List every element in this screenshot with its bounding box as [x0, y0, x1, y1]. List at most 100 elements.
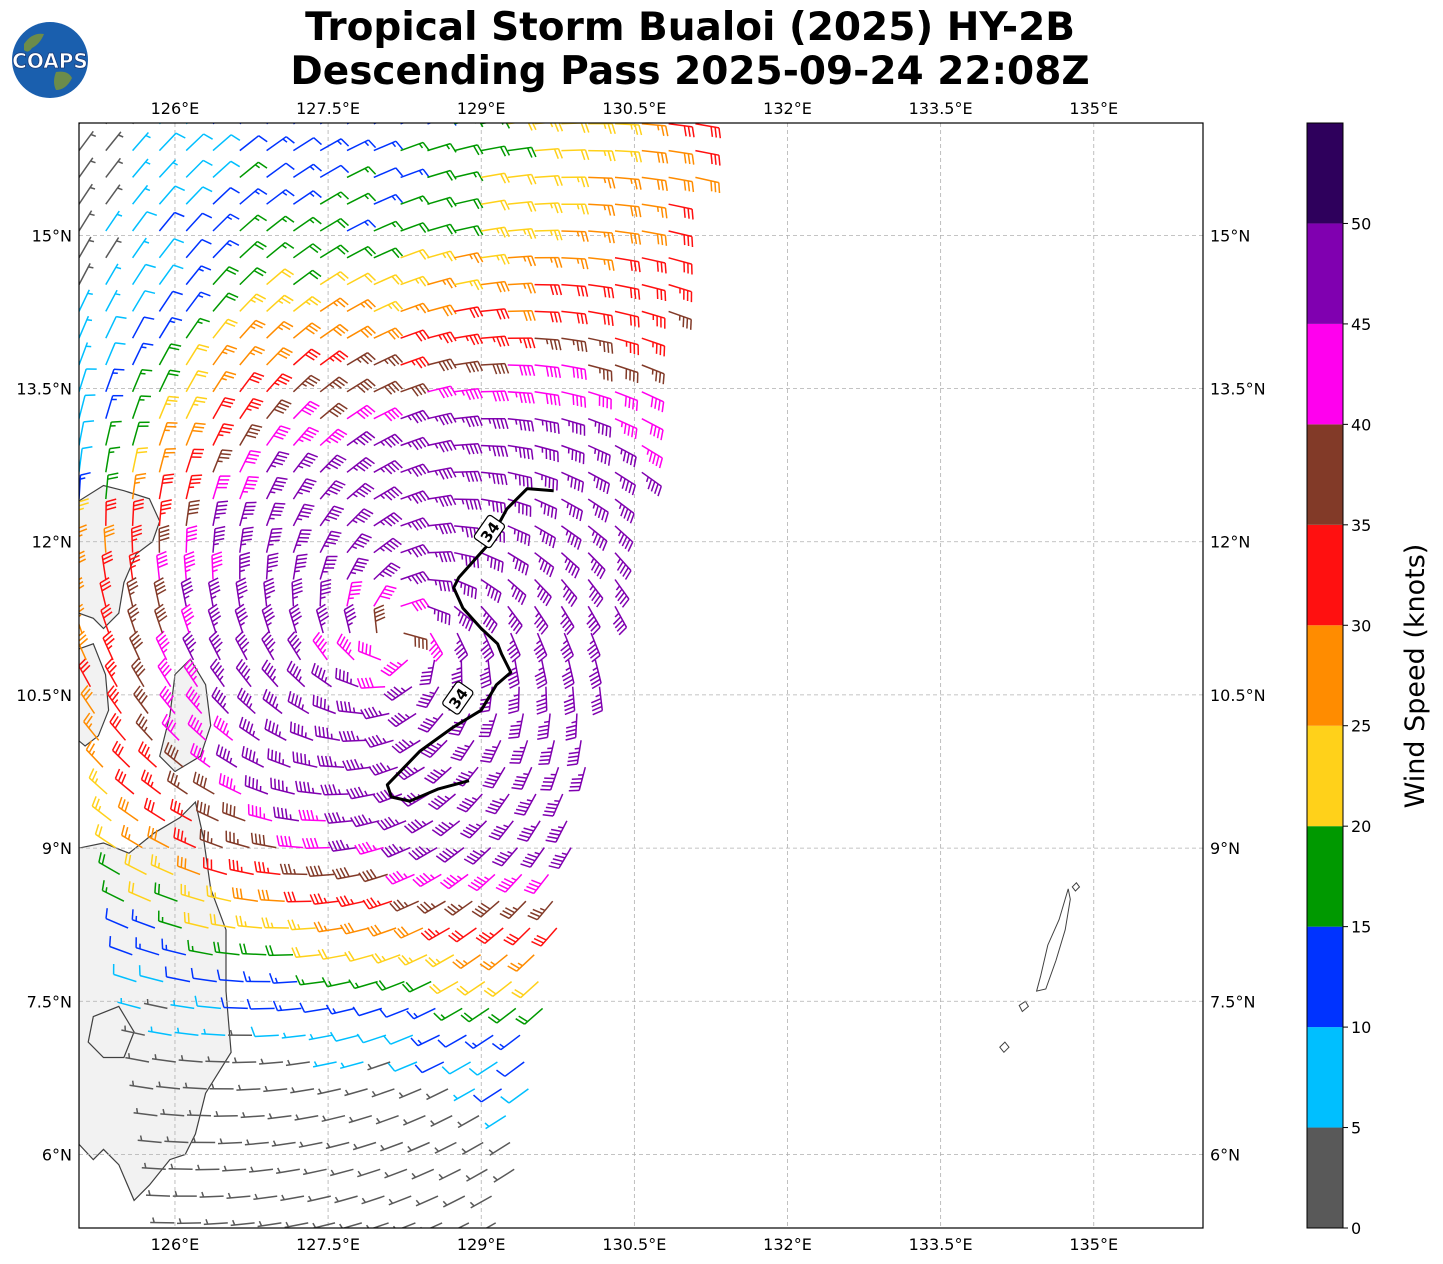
wind-barb	[444, 900, 473, 916]
wind-barb	[292, 529, 312, 553]
barb-staff	[480, 605, 498, 625]
wind-barb	[257, 1220, 282, 1228]
wind-barb	[454, 525, 481, 539]
barb-staff	[240, 1114, 265, 1119]
barb-feather	[382, 544, 393, 553]
barb-feather	[159, 528, 170, 534]
barb-feather	[718, 127, 722, 139]
barb-staff	[421, 1061, 445, 1074]
barb-half-feather	[386, 765, 391, 771]
barb-staff	[237, 696, 256, 715]
lat-tick-label-right: 12°N	[1210, 533, 1250, 552]
barb-feather	[500, 474, 504, 485]
barb-feather	[136, 451, 148, 454]
wind-barb	[383, 686, 413, 701]
barb-feather	[229, 804, 232, 816]
barb-feather	[410, 821, 420, 830]
barb-half-feather	[184, 837, 187, 843]
barb-feather	[660, 152, 665, 164]
barb-feather	[572, 367, 576, 378]
barb-feather	[454, 930, 464, 938]
barb-feather	[683, 207, 686, 218]
wind-barb	[201, 1028, 226, 1036]
wind-barb	[190, 967, 217, 983]
barb-feather	[199, 775, 204, 787]
barb-feather	[492, 418, 497, 429]
lon-tick-label-top: 126°E	[151, 99, 200, 118]
barb-feather	[504, 363, 510, 374]
wind-barb	[202, 857, 228, 876]
barb-staff	[588, 203, 613, 207]
barb-half-feather	[266, 569, 273, 573]
barb-feather	[446, 332, 453, 343]
barb-half-feather	[321, 648, 327, 654]
barb-half-feather	[411, 1172, 417, 1178]
barb-feather	[190, 478, 202, 481]
wind-barb	[464, 1034, 494, 1050]
barb-staff	[480, 226, 505, 232]
barb-feather	[287, 891, 293, 902]
barb-feather	[627, 541, 634, 552]
wind-barb	[292, 503, 315, 527]
barb-feather	[656, 152, 661, 163]
barb-feather	[463, 584, 467, 595]
barb-feather	[161, 938, 164, 950]
barb-half-feather	[293, 868, 297, 875]
barb-feather	[304, 754, 307, 765]
barb-half-feather	[461, 417, 465, 423]
barb-feather	[280, 425, 291, 430]
barb-feather	[331, 530, 342, 535]
barb-feather	[495, 501, 499, 513]
barb-feather	[492, 391, 498, 402]
barb-feather	[261, 659, 269, 670]
wind-barb	[185, 474, 203, 500]
barb-staff	[205, 1060, 230, 1063]
barb-feather	[630, 260, 633, 271]
barb-feather	[520, 863, 531, 868]
wind-barb	[371, 1088, 395, 1098]
barb-feather	[589, 651, 599, 659]
barb-feather	[395, 220, 404, 230]
wind-barb	[352, 1006, 383, 1017]
barb-feather	[290, 607, 300, 615]
wind-barb	[106, 685, 122, 714]
colorbar-tick-label: 15	[1351, 918, 1371, 937]
wind-barb	[453, 1088, 476, 1102]
wind-barb	[222, 802, 246, 822]
barb-feather	[658, 372, 662, 383]
barb-feather	[305, 455, 316, 461]
barb-feather	[175, 132, 186, 139]
barb-half-feather	[227, 1192, 232, 1199]
wind-barb	[105, 420, 122, 446]
barb-half-feather	[561, 852, 568, 856]
barb-feather	[579, 510, 584, 522]
barb-feather	[230, 187, 240, 194]
barb-feather	[174, 185, 186, 192]
barb-staff	[217, 1141, 243, 1145]
barb-feather	[363, 354, 373, 363]
barb-feather	[418, 491, 427, 502]
barb-feather	[394, 354, 404, 364]
wind-barb	[534, 552, 555, 578]
barb-feather	[105, 498, 117, 503]
barb-feather	[425, 718, 436, 724]
wind-barb	[507, 525, 531, 546]
barb-half-feather	[511, 667, 517, 671]
barb-feather	[316, 696, 319, 707]
barb-feather	[287, 919, 293, 930]
barb-feather	[297, 724, 300, 735]
barb-feather	[393, 486, 403, 495]
wind-barb	[185, 686, 203, 714]
barb-feather	[537, 732, 549, 737]
barb-feather	[367, 325, 376, 334]
barb-feather	[507, 675, 518, 681]
barb-feather	[580, 176, 586, 188]
barb-feather	[531, 310, 536, 321]
barb-feather	[346, 759, 352, 771]
barb-feather	[336, 220, 346, 229]
barb-half-feather	[419, 117, 422, 121]
barb-feather	[79, 607, 85, 613]
barb-half-feather	[593, 475, 596, 482]
barb-feather	[264, 718, 268, 730]
barb-feather	[629, 287, 633, 299]
